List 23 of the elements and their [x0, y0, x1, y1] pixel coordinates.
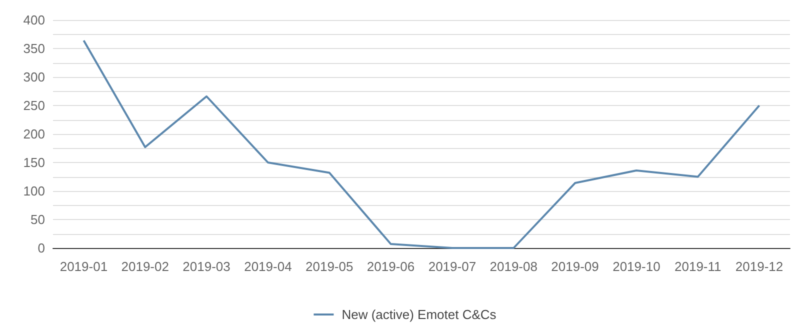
x-tick-label: 2019-06	[366, 259, 415, 274]
y-tick-label: 200	[23, 126, 45, 142]
x-tick-label: 2019-07	[428, 259, 476, 274]
x-tick-label: 2019-10	[612, 259, 660, 274]
y-tick-label: 250	[23, 98, 45, 113]
x-tick-label: 2019-09	[551, 259, 599, 274]
y-tick-label: 150	[23, 155, 45, 170]
y-tick-label: 350	[23, 41, 45, 56]
y-tick-label: 0	[38, 240, 45, 256]
x-tick-label: 2019-01	[60, 259, 108, 274]
x-tick-label: 2019-04	[244, 259, 292, 274]
legend-label: New (active) Emotet C&Cs	[342, 307, 497, 322]
line-series	[82, 40, 760, 249]
y-tick-label: 50	[30, 212, 45, 227]
x-tick-label: 2019-11	[674, 259, 722, 274]
x-tick-label: 2019-08	[490, 259, 538, 274]
y-tick-label: 100	[23, 184, 45, 198]
x-tick-label: 2019-02	[121, 259, 169, 274]
y-tick-label: 300	[23, 70, 45, 84]
x-tick-label: 2019-05	[306, 259, 354, 274]
x-tick-label: 2019-03	[182, 259, 230, 274]
x-tick-label: 2019-12	[735, 259, 784, 274]
y-tick-label: 400	[23, 12, 45, 28]
